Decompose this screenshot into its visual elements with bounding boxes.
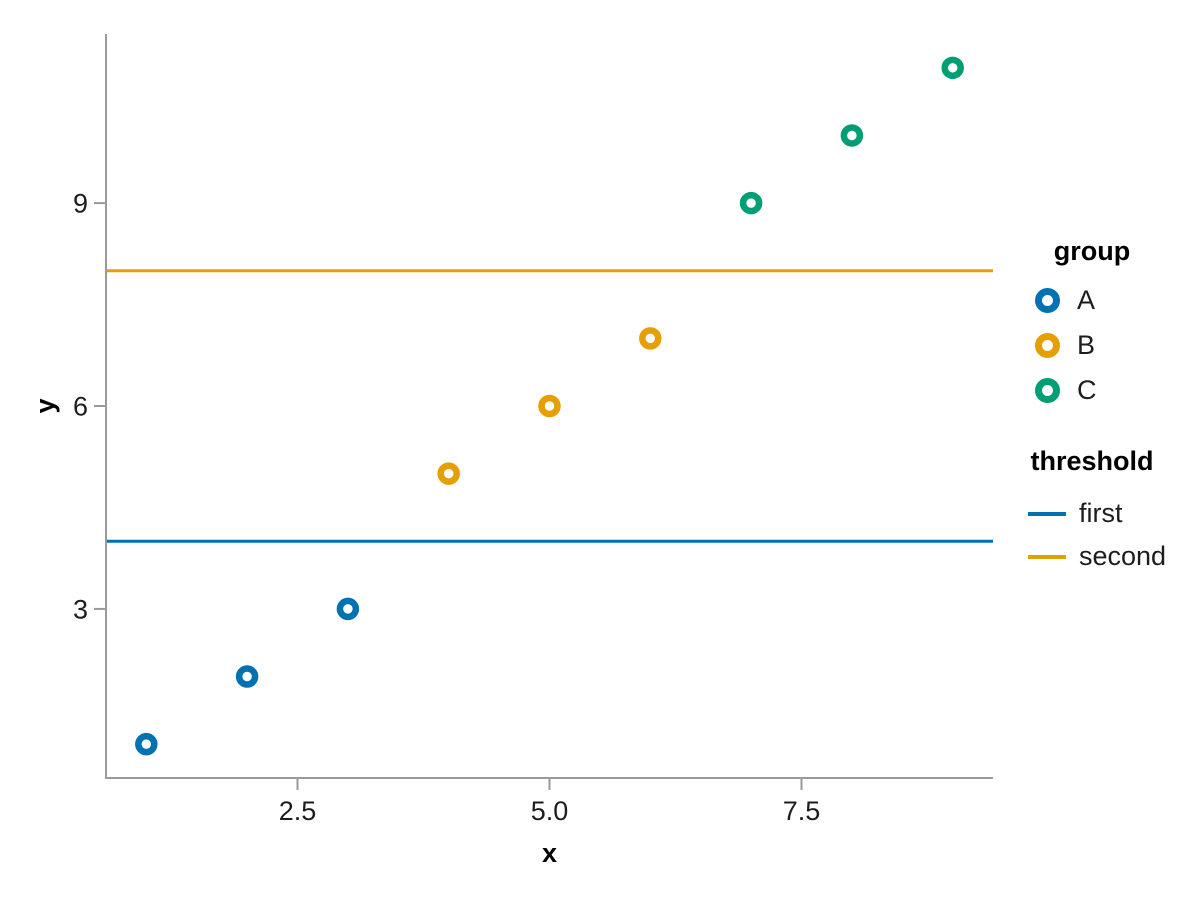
data-point-C: [739, 191, 763, 215]
y-axis-title: y: [30, 398, 60, 413]
legend-group-title: group: [1053, 236, 1131, 266]
data-point-B: [437, 462, 460, 485]
open-circle-marker-icon: [1035, 333, 1060, 358]
line-marker-icon: [1028, 554, 1066, 559]
legend-threshold-items: first second: [1028, 492, 1166, 578]
data-point-A: [135, 732, 158, 756]
y-tick-label: 3: [73, 594, 88, 624]
legend-item: B: [1028, 323, 1156, 368]
data-point-B: [538, 394, 561, 418]
data-point-C: [941, 56, 964, 80]
x-tick-label: 7.5: [783, 796, 821, 826]
line-marker-icon: [1028, 511, 1066, 516]
legend-threshold-title: threshold: [1030, 446, 1154, 476]
legend-item-label: A: [1077, 285, 1096, 315]
data-point-A: [235, 665, 259, 688]
x-axis-title: x: [542, 838, 557, 868]
open-circle-marker-icon: [1035, 288, 1060, 313]
y-tick-label: 6: [73, 392, 88, 422]
legend-item-label: B: [1077, 330, 1096, 360]
legend-item-label: C: [1077, 375, 1097, 405]
legend-item-label: second: [1079, 541, 1167, 571]
y-tick-label: 9: [73, 189, 88, 219]
data-point-B: [639, 327, 662, 350]
legend-item: first: [1028, 492, 1156, 535]
open-circle-marker-icon: [1035, 378, 1060, 403]
legend: group A B C threshold first second: [1028, 236, 1166, 578]
legend-group-items: A B C: [1028, 278, 1156, 413]
data-point-A: [336, 597, 360, 621]
data-point-C: [840, 124, 864, 147]
legend-item: A: [1028, 278, 1156, 323]
legend-item: C: [1028, 368, 1156, 413]
x-tick-label: 2.5: [279, 796, 317, 826]
legend-item: second: [1028, 535, 1166, 578]
x-tick-label: 5.0: [531, 796, 569, 826]
legend-item-label: first: [1079, 498, 1123, 528]
